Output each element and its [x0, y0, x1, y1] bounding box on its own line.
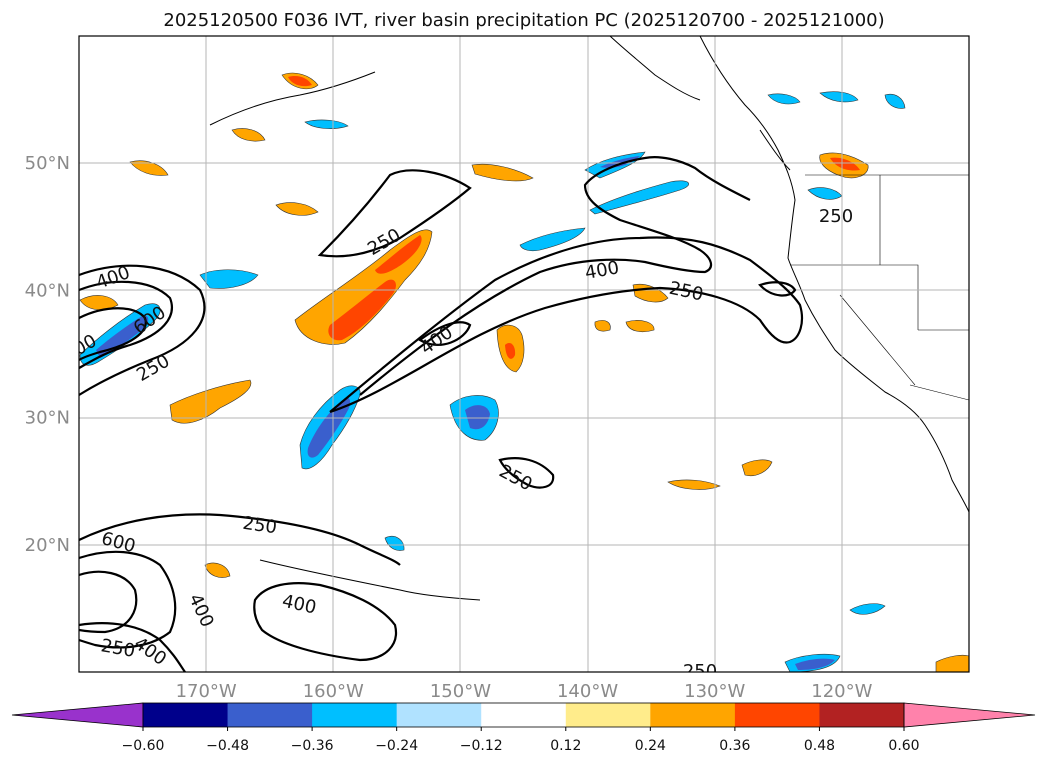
- ivt-contour-400: [418, 321, 472, 346]
- precip-positive-blob: [288, 75, 312, 87]
- precip-negative-core: [600, 156, 640, 168]
- precip-positive-blob: [231, 128, 266, 142]
- colorbar-segment: [396, 703, 482, 727]
- colorbar-tick-label: 0.36: [719, 738, 750, 754]
- precip-negative-blob: [199, 269, 259, 289]
- ivt-contour-600: [79, 550, 177, 649]
- lon-tick-label: 150°W: [430, 681, 491, 702]
- precip-negative-blob: [304, 119, 349, 129]
- ivt-contours: [79, 156, 804, 672]
- precip-positive-blob: [935, 654, 969, 672]
- colorbar-segment: [734, 703, 820, 727]
- latitude-tick-labels: 20°N 30°N 40°N 50°N: [25, 153, 70, 556]
- lon-tick-label: 140°W: [557, 681, 618, 702]
- colorbar-segment: [481, 703, 567, 727]
- colorbar-tick-label: 0.60: [888, 738, 919, 754]
- lat-tick-label: 20°N: [25, 535, 70, 556]
- colorbar-tick-label: 0.48: [804, 738, 835, 754]
- colorbar-segment: [819, 703, 905, 727]
- ivt-contour-250: [498, 457, 555, 489]
- precip-positive-blob: [505, 343, 516, 359]
- ivt-contour-250: [317, 169, 472, 258]
- colorbar-tick-label: −0.36: [291, 738, 334, 754]
- precip-negative-band: [589, 180, 690, 215]
- contour-label: 250: [819, 206, 853, 227]
- precip-negative-core: [96, 315, 149, 358]
- colorbar-segment: [650, 703, 736, 727]
- colorbar: −0.60 −0.48 −0.36 −0.24 −0.12 0.12 0.24 0.36 0.4…: [11, 702, 1036, 754]
- ivt-contour-250: [329, 236, 804, 414]
- colorbar-tick-label: 0.24: [635, 738, 666, 754]
- colorbar-tick-label: −0.12: [460, 738, 503, 754]
- colorbar-segment: [312, 703, 398, 727]
- ivt-contour-600: [79, 307, 147, 361]
- lon-tick-label: 130°W: [684, 681, 745, 702]
- colorbar-tick-label: −0.48: [206, 738, 249, 754]
- precip-negative-core: [795, 658, 835, 670]
- colorbar-tick-label: −0.24: [375, 738, 418, 754]
- colorbar-tick-label: 0.12: [550, 738, 581, 754]
- colorbar-frame: [142, 702, 905, 728]
- precip-positive-blob: [275, 202, 319, 216]
- lat-tick-label: 40°N: [25, 280, 70, 301]
- lat-tick-label: 50°N: [25, 153, 70, 174]
- lon-tick-label: 170°W: [176, 681, 237, 702]
- precip-positive-core: [375, 235, 422, 274]
- precip-negative-core: [465, 405, 490, 430]
- colorbar-extend-low: [11, 702, 144, 728]
- contour-label: 250: [241, 513, 278, 539]
- state-borders: [790, 174, 969, 401]
- precip-negative-blob: [819, 91, 859, 103]
- precip-positive-blob: [741, 459, 773, 477]
- coastlines: [209, 36, 969, 601]
- precip-positive-core: [328, 279, 396, 341]
- precip-positive-blob: [471, 163, 534, 182]
- precip-negative-band: [519, 227, 586, 252]
- precip-positive-blob: [830, 157, 860, 171]
- grid: [79, 36, 969, 672]
- precip-negative-blob: [849, 603, 886, 615]
- map-area: 250 250 250 250 250 250 250 250 400 400 …: [79, 36, 969, 682]
- ivt-contour-400: [359, 156, 751, 396]
- longitude-tick-labels: 170°W 160°W 150°W 140°W 130°W 120°W: [176, 681, 873, 702]
- ivt-contour-400: [253, 582, 398, 662]
- lat-tick-label: 30°N: [25, 408, 70, 429]
- ivt-contour-400: [79, 280, 173, 369]
- ivt-contour-250: [79, 513, 401, 566]
- colorbar-segment: [565, 703, 651, 727]
- precip-positive-blob: [204, 562, 231, 578]
- colorbar-segment: [227, 703, 313, 727]
- precip-negative-blob: [767, 93, 801, 105]
- colorbar-segment: [143, 703, 229, 727]
- precip-positive-blob: [169, 379, 252, 424]
- lon-tick-label: 120°W: [811, 681, 872, 702]
- ivt-contour-400: [79, 570, 138, 634]
- colorbar-tick-label: −0.60: [122, 738, 165, 754]
- precip-positive-blob: [667, 479, 721, 490]
- precip-positive-blob: [625, 320, 655, 333]
- lon-tick-label: 160°W: [303, 681, 364, 702]
- map-frame: [78, 35, 970, 673]
- precip-positive-blob: [129, 160, 169, 176]
- precip-negative-core: [307, 397, 351, 458]
- ivt-contour-250: [79, 622, 186, 672]
- precip-positive-blob: [594, 320, 611, 332]
- ivt-contour-250: [79, 264, 206, 396]
- ivt-contour-250: [758, 281, 797, 297]
- chart-title: 2025120500 F036 IVT, river basin precipi…: [163, 10, 884, 31]
- precip-negative-blob: [884, 93, 906, 109]
- precip-positive-blob: [79, 295, 119, 310]
- colorbar-extend-high: [903, 702, 1036, 728]
- contour-label: 250: [683, 661, 717, 682]
